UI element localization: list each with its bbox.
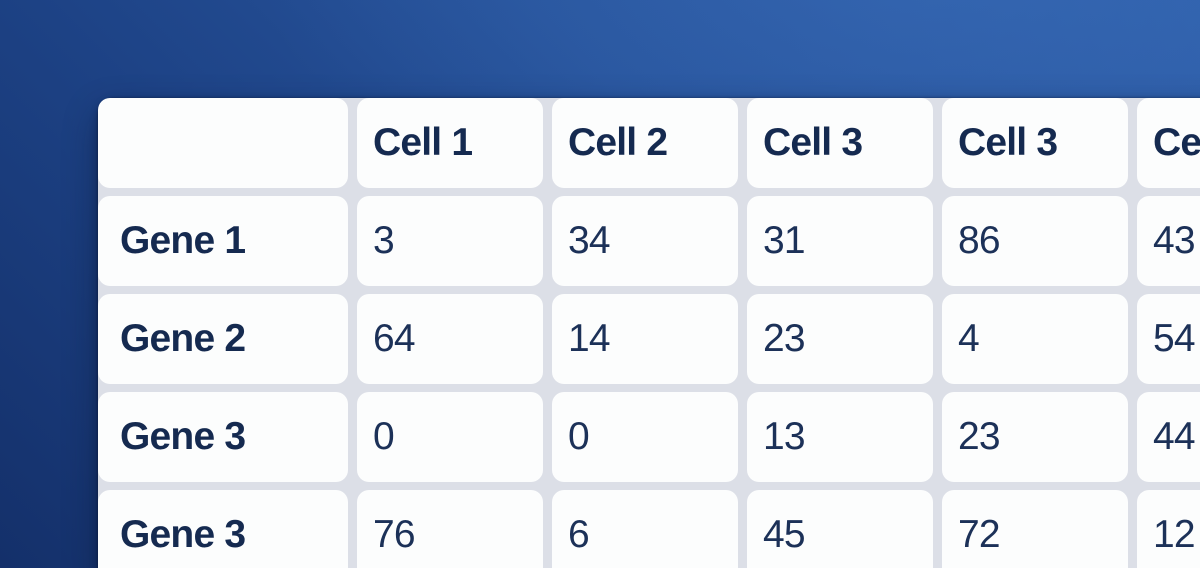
table-cell: 44	[1137, 392, 1200, 482]
table-cell: 6	[552, 490, 738, 568]
data-table: Cell 1 Cell 2 Cell 3 Cell 3 Ce Gene 1 3 …	[98, 98, 1200, 568]
table-cell: 23	[747, 294, 933, 384]
table-cell: 3	[357, 196, 543, 286]
table-cell: 23	[942, 392, 1128, 482]
table-cell: 31	[747, 196, 933, 286]
table-cell: 64	[357, 294, 543, 384]
row-header: Gene 1	[98, 196, 348, 286]
column-header-cell-5-clipped: Ce	[1137, 98, 1200, 188]
column-header-cell-1: Cell 1	[357, 98, 543, 188]
table-cell: 13	[747, 392, 933, 482]
table-cell: 76	[357, 490, 543, 568]
table-cell: 0	[357, 392, 543, 482]
row-header: Gene 3	[98, 392, 348, 482]
table-cell: 34	[552, 196, 738, 286]
column-header-cell-2: Cell 2	[552, 98, 738, 188]
table-cell: 12	[1137, 490, 1200, 568]
data-table-card: Cell 1 Cell 2 Cell 3 Cell 3 Ce Gene 1 3 …	[98, 98, 1200, 568]
table-cell: 43	[1137, 196, 1200, 286]
table-cell: 0	[552, 392, 738, 482]
table-cell: 45	[747, 490, 933, 568]
column-header-cell-4: Cell 3	[942, 98, 1128, 188]
column-header-cell-3: Cell 3	[747, 98, 933, 188]
row-header: Gene 3	[98, 490, 348, 568]
table-cell: 14	[552, 294, 738, 384]
table-cell: 4	[942, 294, 1128, 384]
table-cell: 72	[942, 490, 1128, 568]
row-header: Gene 2	[98, 294, 348, 384]
table-cell: 86	[942, 196, 1128, 286]
table-cell: 54	[1137, 294, 1200, 384]
corner-cell	[98, 98, 348, 188]
